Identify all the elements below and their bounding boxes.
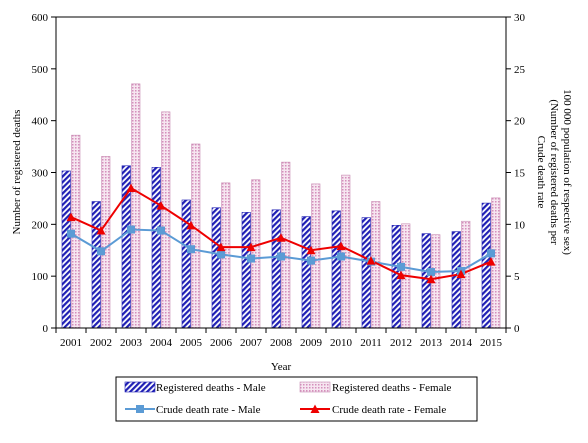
x-tick-label-2005: 2005 [180, 337, 203, 349]
x-tick-label-2004: 2004 [150, 337, 173, 349]
point-male-rate-2003 [127, 225, 135, 234]
bar-female-2005 [191, 143, 201, 329]
point-male-rate-2007 [247, 254, 255, 263]
right-axis-title-line3: 100 000 population of respective sex) [561, 89, 573, 255]
right-axis-title-line2: (Number of registered deaths per [548, 99, 560, 245]
point-female-rate-2008 [276, 233, 286, 242]
left-tick-label-200: 200 [32, 219, 49, 231]
left-tick-label-100: 100 [32, 271, 49, 283]
bar-male-2004 [151, 167, 161, 329]
point-female-rate-2009 [306, 245, 316, 255]
legend-swatch-female-bar [299, 381, 331, 393]
point-female-rate-2005 [186, 220, 196, 230]
left-tick-label-0: 0 [43, 323, 49, 335]
point-female-rate-2013 [426, 274, 436, 284]
x-axis-title: Year [271, 361, 292, 373]
bar-female-2008 [281, 161, 291, 329]
point-male-rate-2002 [97, 247, 105, 256]
right-tick-label-30: 30 [514, 12, 526, 24]
left-tick-label-600: 600 [32, 12, 49, 24]
bar-female-2007 [251, 179, 261, 329]
x-tick-label-2007: 2007 [240, 337, 263, 349]
point-male-rate-2004 [157, 226, 165, 235]
x-tick-label-2006: 2006 [210, 337, 233, 349]
x-tick-label-2001: 2001 [60, 337, 82, 349]
legend-box [115, 376, 478, 422]
point-male-rate-2006 [217, 250, 225, 259]
x-tick-label-2015: 2015 [480, 337, 503, 349]
bar-female-2002 [101, 156, 111, 329]
left-tick-label-500: 500 [32, 64, 49, 76]
point-male-rate-2015 [487, 249, 495, 258]
legend: Registered deaths - Male Registered deat… [115, 376, 478, 422]
legend-label-female-rate: Crude death rate - Female [332, 404, 446, 416]
point-female-rate-2012 [396, 270, 406, 280]
point-female-rate-2015 [486, 257, 496, 266]
bar-male-2008 [271, 209, 281, 329]
bar-female-2009 [311, 183, 321, 329]
point-female-rate-2011 [366, 256, 376, 265]
point-male-rate-2008 [277, 252, 285, 261]
right-tick-label-5: 5 [514, 271, 520, 283]
bar-female-2004 [161, 111, 171, 329]
point-male-rate-2005 [187, 245, 195, 254]
x-tick-label-2012: 2012 [390, 337, 412, 349]
x-tick-label-2009: 2009 [300, 337, 323, 349]
right-tick-label-20: 20 [514, 116, 526, 128]
bar-male-2007 [241, 212, 251, 329]
point-female-rate-2003 [126, 183, 136, 193]
right-tick-label-0: 0 [514, 323, 520, 335]
bar-male-2009 [301, 216, 311, 329]
point-female-rate-2001 [66, 212, 76, 222]
right-axis-title-line1: Crude death rate [535, 136, 547, 209]
point-male-rate-2001 [67, 229, 75, 238]
right-tick-label-10: 10 [514, 219, 526, 231]
bar-male-2014 [451, 231, 461, 329]
point-female-rate-2004 [156, 201, 166, 210]
bar-female-2003 [131, 83, 141, 329]
x-tick-label-2011: 2011 [360, 337, 382, 349]
x-tick-label-2010: 2010 [330, 337, 353, 349]
legend-swatch-male-bar [124, 381, 156, 393]
point-male-rate-2013 [427, 268, 435, 277]
x-tick-label-2003: 2003 [120, 337, 143, 349]
legend-label-female-bar: Registered deaths - Female [332, 382, 452, 394]
x-tick-label-2008: 2008 [270, 337, 293, 349]
point-female-rate-2014 [456, 269, 466, 279]
legend-marker-female-rate [310, 404, 320, 413]
x-tick-label-2014: 2014 [450, 337, 473, 349]
left-tick-label-400: 400 [32, 116, 49, 128]
legend-label-male-rate: Crude death rate - Male [156, 404, 261, 416]
x-tick-label-2002: 2002 [90, 337, 112, 349]
bar-male-2010 [331, 210, 341, 329]
x-tick-label-2013: 2013 [420, 337, 443, 349]
point-female-rate-2010 [336, 241, 346, 251]
bar-male-2002 [91, 201, 101, 329]
bar-male-2006 [211, 207, 221, 329]
point-female-rate-2007 [246, 242, 256, 252]
right-tick-label-15: 15 [514, 168, 526, 180]
point-male-rate-2009 [307, 256, 315, 265]
point-female-rate-2006 [216, 242, 226, 252]
point-male-rate-2010 [337, 252, 345, 261]
left-tick-label-300: 300 [32, 168, 49, 180]
point-female-rate-2002 [96, 226, 106, 235]
legend-marker-male-rate [136, 405, 144, 413]
left-axis-title: Number of registered deaths [11, 110, 23, 235]
bar-male-2001 [61, 170, 71, 329]
legend-label-male-bar: Registered deaths - Male [156, 382, 266, 394]
bar-female-2010 [341, 174, 351, 329]
bar-male-2011 [361, 217, 371, 329]
point-male-rate-2012 [397, 262, 405, 271]
right-tick-label-25: 25 [514, 64, 526, 76]
